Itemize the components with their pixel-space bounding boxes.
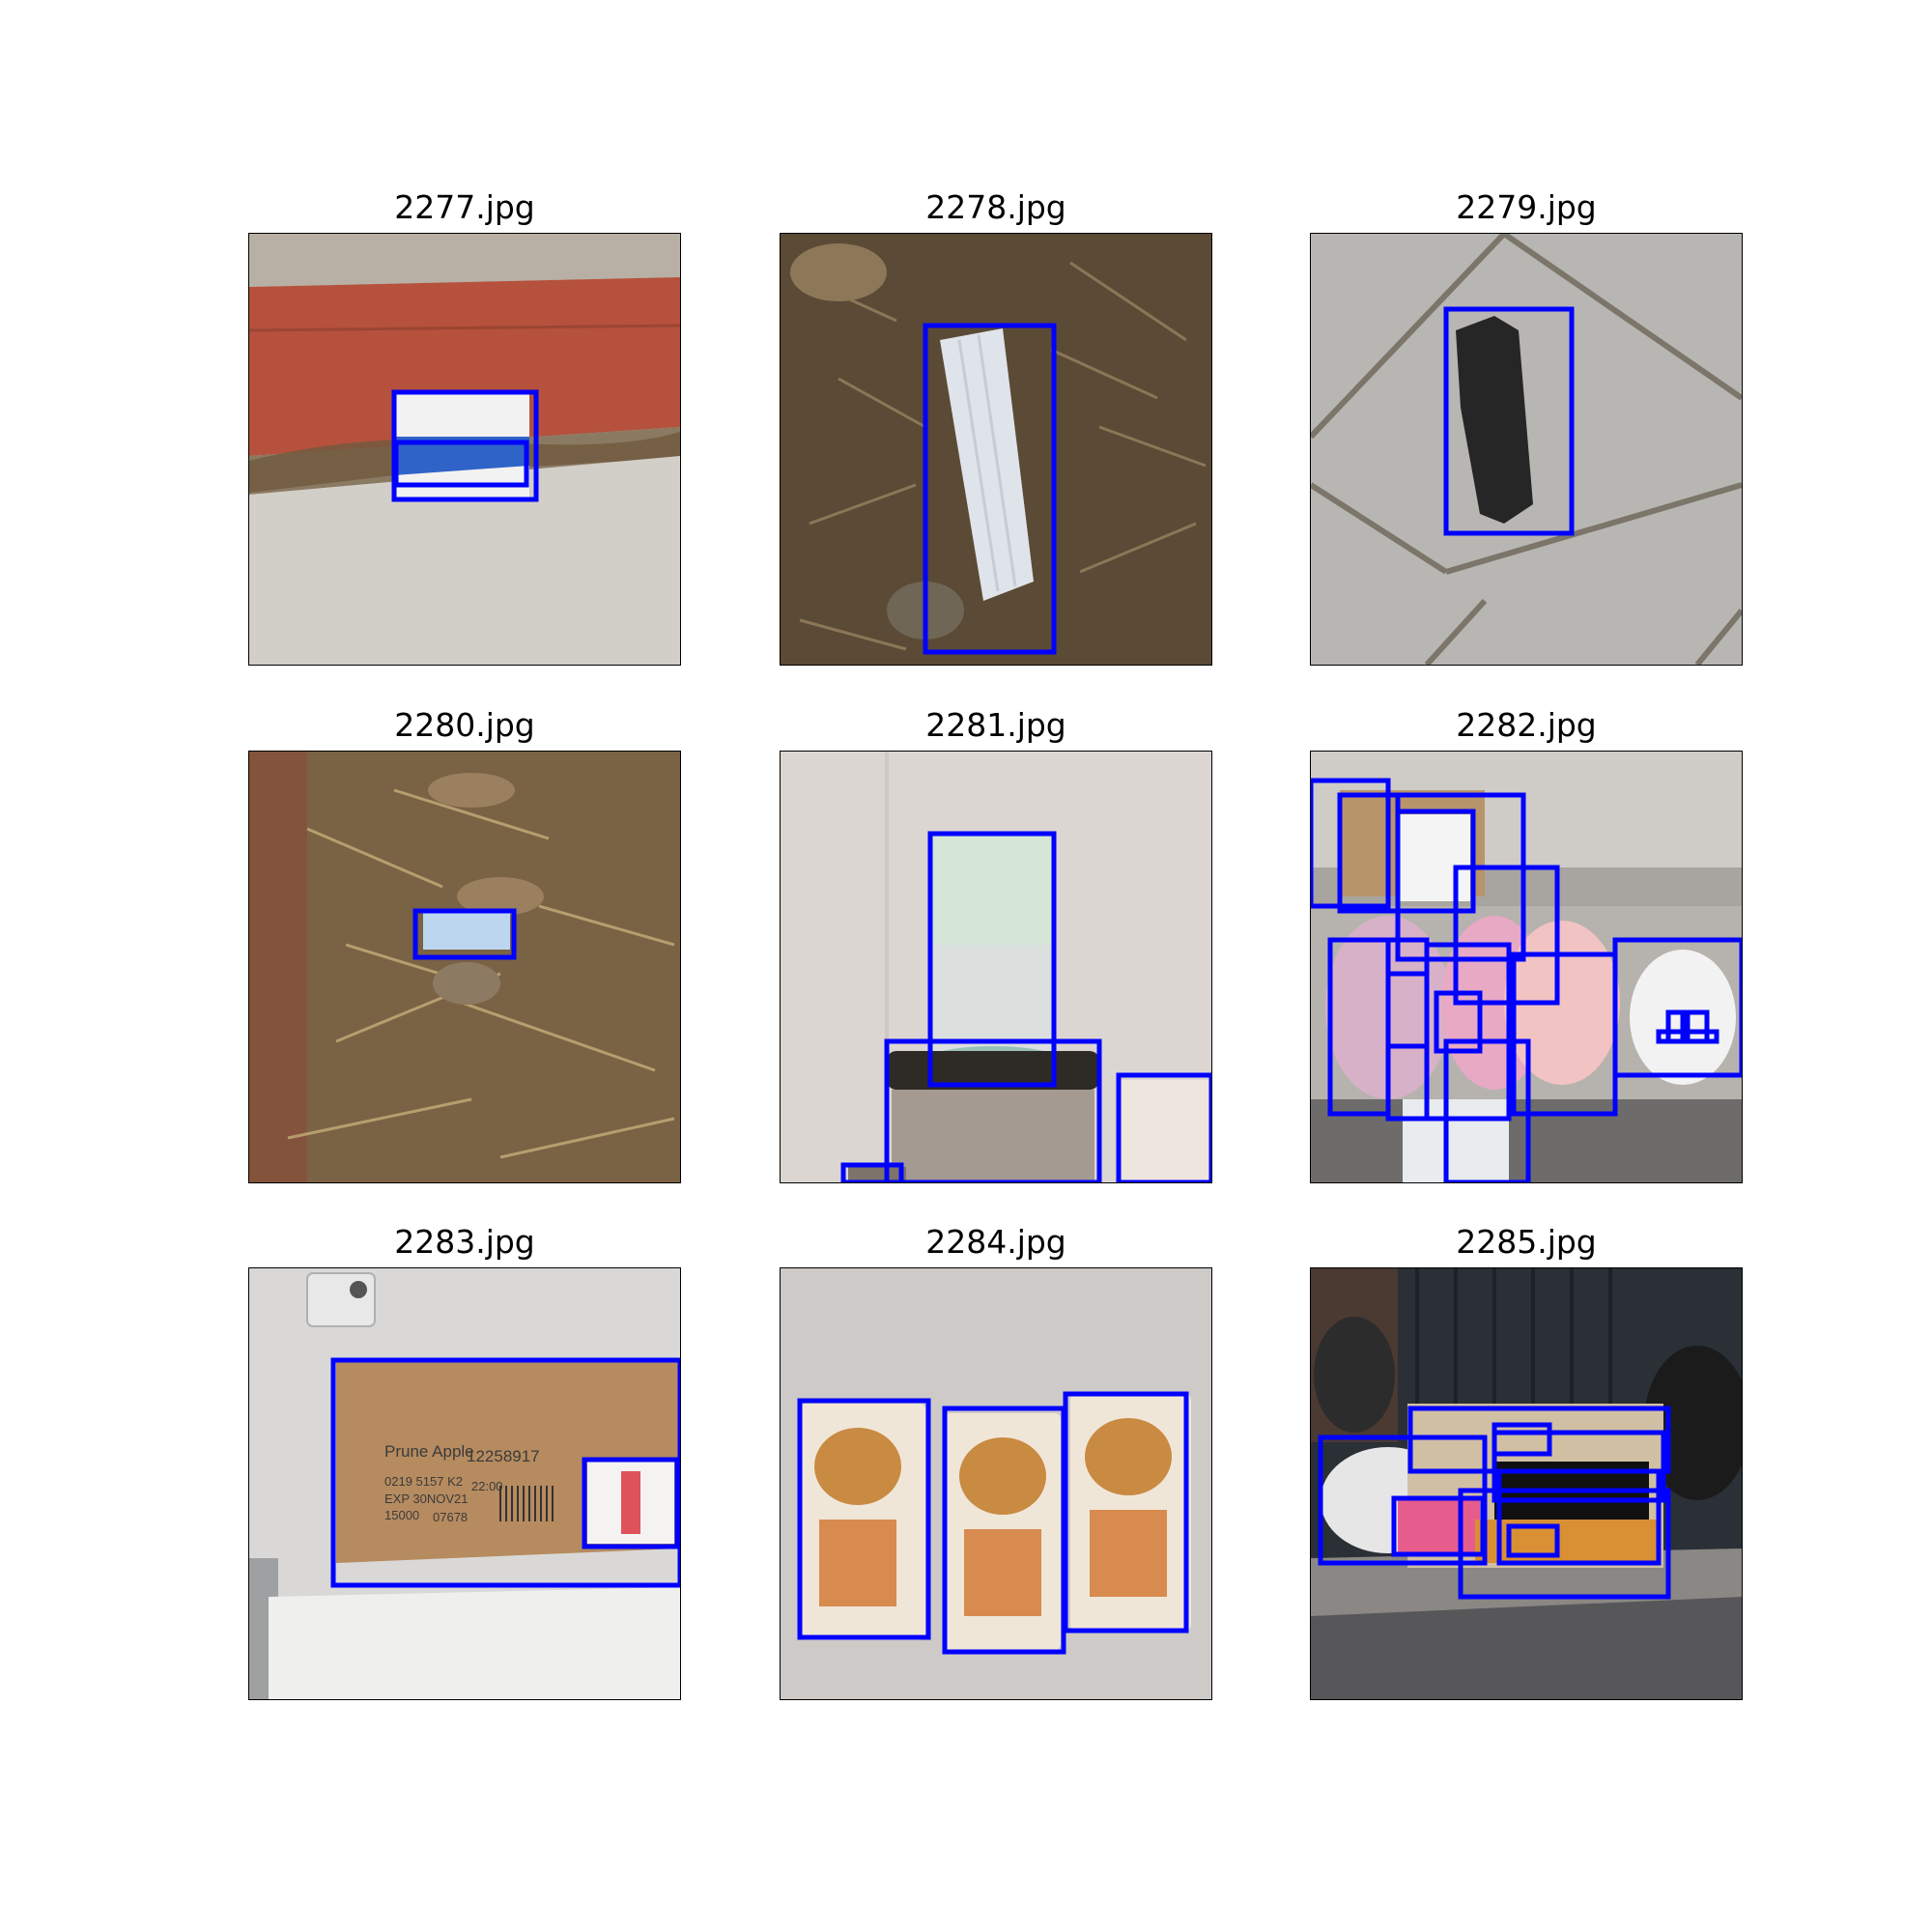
box-text: 22:00 (471, 1479, 503, 1493)
photo-2278 (780, 233, 1212, 666)
box-text: EXP 30NOV21 (384, 1492, 468, 1506)
box-text: 07678 (433, 1510, 468, 1524)
bounding-box (1458, 1488, 1671, 1600)
bounding-boxes (330, 1357, 680, 1588)
box-text: Prune Apple (384, 1442, 474, 1461)
box-text: 15000 (384, 1508, 419, 1522)
food-pouch (1070, 1394, 1191, 1631)
bounding-boxes (840, 831, 1211, 1182)
bounding-boxes (391, 389, 539, 502)
bounding-box (1395, 792, 1526, 962)
bounding-box (1506, 1523, 1560, 1558)
bounding-boxes (412, 908, 517, 960)
bounding-boxes (1318, 1406, 1671, 1600)
bounding-box (582, 1457, 680, 1549)
bounding-box (1443, 306, 1575, 536)
bounding-box (1311, 778, 1391, 909)
box-print: Prune Apple 12258917 0219 5157 K2 22:00 … (384, 1442, 540, 1524)
bounding-box (1391, 1495, 1486, 1557)
photo-2279-image (1311, 234, 1742, 665)
bounding-box (1116, 1072, 1211, 1182)
photo-2283: Prune Apple 12258917 0219 5157 K2 22:00 … (248, 1267, 681, 1700)
photo-2280 (248, 751, 681, 1183)
panel-title: 2285.jpg (1456, 1223, 1597, 1261)
photo-2279 (1310, 233, 1743, 666)
photo-2282 (1310, 751, 1743, 1183)
photo-2281 (780, 751, 1212, 1183)
photo-2285-image (1311, 1268, 1742, 1699)
bounding-box (927, 831, 1057, 1088)
photo-2284 (780, 1267, 1212, 1700)
bounding-box (412, 908, 517, 960)
bounding-box (884, 1038, 1102, 1182)
bounding-box (330, 1357, 680, 1588)
photo-2284-image (781, 1268, 1211, 1699)
bounding-box (1492, 1430, 1666, 1503)
photo-2281-image (781, 752, 1211, 1182)
bounding-box (840, 1162, 904, 1182)
bounding-boxes (1311, 778, 1742, 1182)
bounding-box (1434, 990, 1483, 1054)
panel-title: 2279.jpg (1456, 188, 1597, 226)
box-text: 0219 5157 K2 (384, 1474, 463, 1489)
photo-2280-image (249, 752, 680, 1182)
photo-2277 (248, 233, 681, 666)
panel-title: 2284.jpg (925, 1223, 1066, 1261)
bounding-box (1612, 937, 1742, 1078)
photo-2278-image (781, 234, 1211, 665)
panel-title: 2281.jpg (925, 706, 1066, 744)
food-pouch (945, 1413, 1061, 1650)
bounding-boxes (923, 323, 1057, 655)
bounding-box (393, 440, 529, 488)
panel-title: 2277.jpg (394, 188, 535, 226)
bounding-boxes (1443, 306, 1575, 536)
photo-2282-image (1311, 752, 1742, 1182)
box-text: 12258917 (467, 1447, 540, 1465)
bounding-box (1063, 1391, 1189, 1634)
panel-title: 2282.jpg (1456, 706, 1597, 744)
panel-title: 2278.jpg (925, 188, 1066, 226)
bounding-box (1424, 942, 1512, 1122)
bounding-box (923, 323, 1057, 655)
bounding-box (797, 1398, 931, 1640)
bounding-box (1656, 1029, 1719, 1044)
photo-2277-image (249, 234, 680, 665)
bounding-box (1496, 1468, 1662, 1566)
photo-2285 (1310, 1267, 1743, 1700)
bounding-boxes (797, 1391, 1189, 1655)
photo-2283-image: Prune Apple 12258917 0219 5157 K2 22:00 … (249, 1268, 680, 1699)
panel-title: 2283.jpg (394, 1223, 535, 1261)
food-pouch (800, 1404, 925, 1640)
panel-title: 2280.jpg (394, 706, 535, 744)
